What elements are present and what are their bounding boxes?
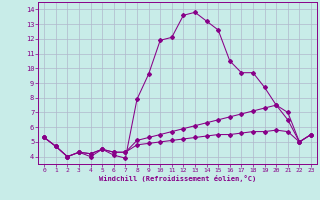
X-axis label: Windchill (Refroidissement éolien,°C): Windchill (Refroidissement éolien,°C): [99, 175, 256, 182]
